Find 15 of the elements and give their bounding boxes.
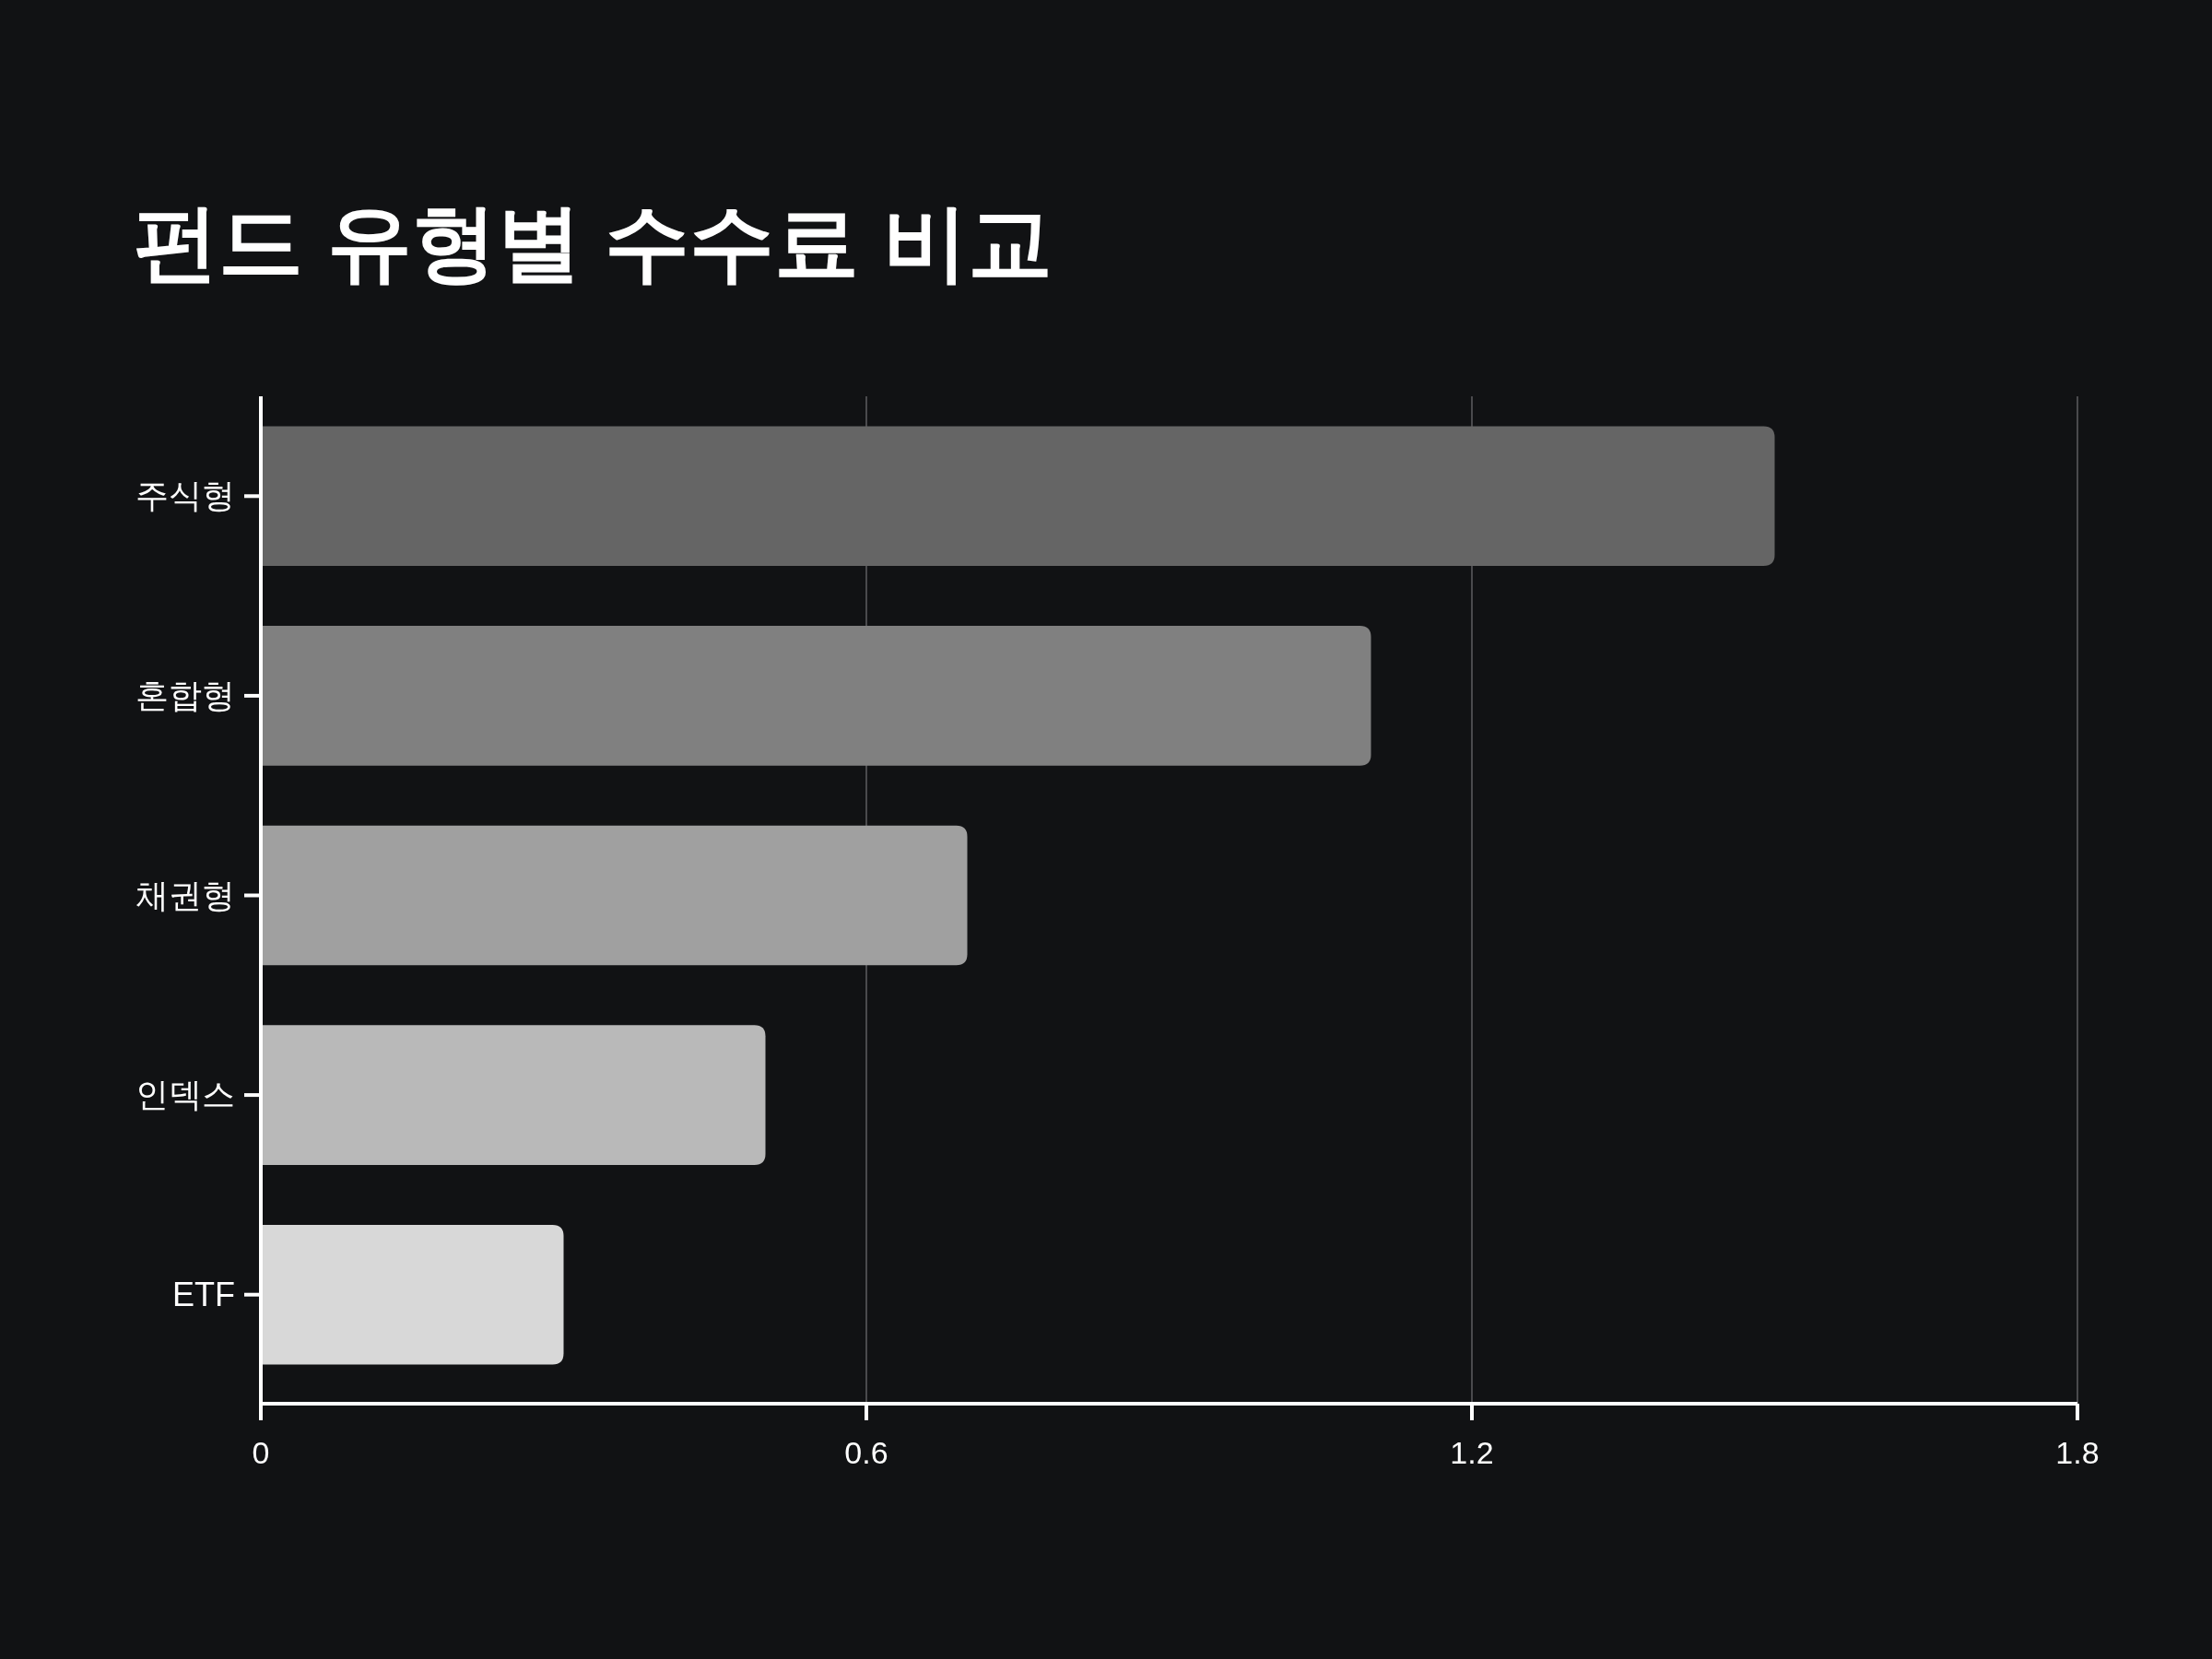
bar [261,825,968,966]
y-tick-label: 혼합형 [135,676,235,714]
chart-title: 펀드 유형별 수수료 비교 [134,195,1053,289]
x-tick-label: 0 [252,1435,270,1470]
y-tick-label: 주식형 [135,477,235,515]
x-tick-label: 1.2 [1450,1435,1494,1470]
y-tick-label: ETF [172,1275,235,1313]
bar [261,626,1371,766]
bar [261,1025,766,1165]
y-tick-label: 채권형 [135,876,235,914]
y-tick-label: 인덱스 [135,1076,235,1114]
x-tick-label: 1.8 [2055,1435,2100,1470]
bar [261,1224,564,1365]
x-tick-label: 0.6 [844,1435,888,1470]
bar [261,426,1775,567]
